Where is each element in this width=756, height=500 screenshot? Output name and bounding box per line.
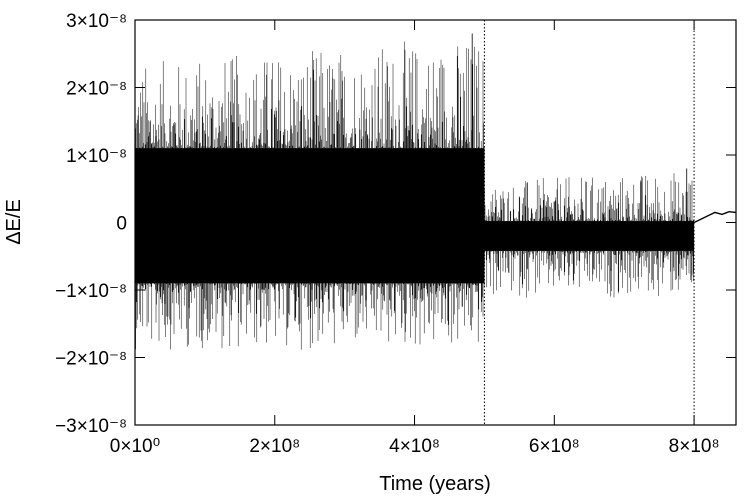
y-tick-label: 1×10⁻⁸ bbox=[66, 146, 127, 167]
x-axis: 0×10⁰ 2×10⁸ 4×10⁸ 6×10⁸ 8×10⁸ bbox=[110, 20, 720, 457]
y-axis-label: ΔE/E bbox=[3, 199, 25, 245]
y-tick-label: −1×10⁻⁸ bbox=[55, 281, 127, 302]
x-tick-label: 6×10⁸ bbox=[529, 436, 580, 457]
x-tick-label: 8×10⁸ bbox=[669, 436, 720, 457]
y-tick-label: −2×10⁻⁸ bbox=[55, 349, 127, 370]
x-tick-label: 2×10⁸ bbox=[249, 436, 300, 457]
y-tick-label: −3×10⁻⁸ bbox=[55, 416, 127, 437]
x-tick-label: 4×10⁸ bbox=[389, 436, 440, 457]
y-axis: 3×10⁻⁸ 2×10⁻⁸ 1×10⁻⁸ 0 −1×10⁻⁸ −2×10⁻⁸ −3×10⁻⁸ bbox=[55, 11, 736, 437]
x-axis-label: Time (years) bbox=[379, 473, 490, 495]
y-tick-label: 2×10⁻⁸ bbox=[66, 79, 127, 100]
series-tail bbox=[693, 210, 737, 224]
y-tick-label: 0 bbox=[116, 214, 127, 235]
y-tick-label: 3×10⁻⁸ bbox=[66, 11, 127, 32]
series-spikes-0 bbox=[134, 41, 485, 350]
plot-area bbox=[134, 20, 737, 425]
x-tick-label: 0×10⁰ bbox=[110, 436, 160, 457]
